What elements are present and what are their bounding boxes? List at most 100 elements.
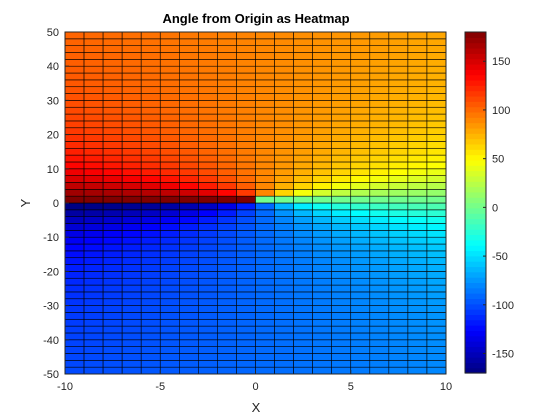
- heatmap-cell: [388, 147, 409, 156]
- heatmap-cell: [388, 127, 409, 135]
- y-tick-label: -20: [43, 266, 59, 278]
- heatmap-cell: [121, 271, 142, 279]
- heatmap-cell: [102, 38, 123, 46]
- heatmap-cell: [217, 72, 237, 81]
- heatmap-cell: [331, 250, 352, 259]
- heatmap-cell: [407, 353, 428, 361]
- heatmap-cell: [426, 175, 447, 183]
- heatmap-cell: [255, 134, 275, 142]
- heatmap-cell: [407, 291, 428, 300]
- heatmap-cell: [407, 305, 428, 313]
- heatmap-cell: [64, 366, 85, 375]
- heatmap-cell: [140, 209, 161, 217]
- heatmap-cell: [198, 209, 218, 217]
- heatmap-cell: [83, 134, 104, 142]
- heatmap-cell: [369, 236, 390, 245]
- heatmap-cell: [312, 52, 332, 60]
- heatmap-cell: [350, 271, 371, 279]
- heatmap-cell: [198, 31, 218, 40]
- heatmap-cell: [293, 52, 313, 60]
- heatmap-cell: [102, 161, 123, 170]
- heatmap-cell: [426, 284, 447, 293]
- heatmap-cell: [312, 161, 332, 170]
- heatmap-cell: [274, 134, 294, 142]
- heatmap-cell: [102, 325, 123, 334]
- colorbar-segment: [465, 282, 486, 289]
- heatmap-cell: [236, 65, 256, 74]
- heatmap-cell: [293, 332, 313, 341]
- heatmap-cell: [274, 45, 294, 53]
- heatmap-cell: [64, 312, 85, 320]
- heatmap-cell: [312, 264, 332, 272]
- heatmap-cell: [312, 366, 332, 375]
- heatmap-cell: [350, 93, 371, 101]
- heatmap-cell: [140, 141, 161, 149]
- heatmap-cell: [121, 93, 142, 101]
- colorbar-segment: [465, 266, 486, 273]
- heatmap-cell: [331, 93, 352, 101]
- heatmap-cell: [236, 243, 256, 252]
- heatmap-cell: [102, 113, 123, 122]
- heatmap-cell: [350, 106, 371, 115]
- heatmap-cell: [102, 65, 123, 74]
- heatmap-cell: [331, 141, 352, 149]
- heatmap-cell: [255, 298, 275, 306]
- heatmap-cell: [198, 72, 218, 81]
- heatmap-cell: [217, 216, 237, 224]
- heatmap-cell: [102, 284, 123, 293]
- heatmap-cell: [369, 339, 390, 347]
- heatmap-cell: [312, 31, 332, 40]
- heatmap-cell: [83, 223, 104, 231]
- heatmap-cell: [179, 154, 199, 163]
- heatmap-cell: [426, 318, 447, 327]
- heatmap-cell: [179, 223, 199, 231]
- heatmap-cell: [217, 189, 237, 197]
- heatmap-cell: [388, 195, 409, 204]
- heatmap-cell: [369, 182, 390, 190]
- heatmap-cell: [198, 38, 218, 46]
- heatmap-cell: [217, 346, 237, 354]
- heatmap-cell: [236, 93, 256, 101]
- heatmap-cell: [198, 182, 218, 190]
- heatmap-cell: [426, 52, 447, 60]
- heatmap-cell: [140, 195, 161, 204]
- heatmap-cell: [293, 59, 313, 67]
- heatmap-cell: [331, 52, 352, 60]
- heatmap-cell: [255, 65, 275, 74]
- heatmap-cell: [407, 277, 428, 286]
- heatmap-cell: [426, 353, 447, 361]
- colorbar-segment: [465, 69, 486, 76]
- heatmap-cell: [217, 31, 237, 40]
- heatmap-cell: [293, 250, 313, 259]
- heatmap-cell: [159, 100, 180, 108]
- heatmap-cell: [274, 175, 294, 183]
- heatmap-cell: [121, 339, 142, 347]
- heatmap-cell: [331, 346, 352, 354]
- heatmap-cell: [312, 230, 332, 238]
- heatmap-cell: [198, 353, 218, 361]
- heatmap-cell: [369, 332, 390, 341]
- heatmap-cell: [121, 305, 142, 313]
- heatmap-cell: [236, 189, 256, 197]
- heatmap-cell: [121, 298, 142, 306]
- heatmap-cell: [217, 106, 237, 115]
- heatmap-cell: [179, 332, 199, 341]
- heatmap-cell: [331, 243, 352, 252]
- heatmap-cell: [159, 72, 180, 81]
- heatmap-cell: [255, 141, 275, 149]
- heatmap-cell: [274, 284, 294, 293]
- heatmap-cell: [274, 230, 294, 238]
- heatmap-cell: [426, 113, 447, 122]
- heatmap-cell: [388, 161, 409, 170]
- heatmap-cell: [293, 291, 313, 300]
- heatmap-cell: [350, 38, 371, 46]
- heatmap-cell: [179, 325, 199, 334]
- colorbar-segment: [465, 63, 486, 70]
- heatmap-cell: [198, 264, 218, 272]
- heatmap-cell: [159, 243, 180, 252]
- heatmap-cell: [331, 113, 352, 122]
- heatmap-cell: [388, 93, 409, 101]
- heatmap-cell: [217, 113, 237, 122]
- heatmap-cell: [102, 236, 123, 245]
- heatmap-cell: [121, 168, 142, 176]
